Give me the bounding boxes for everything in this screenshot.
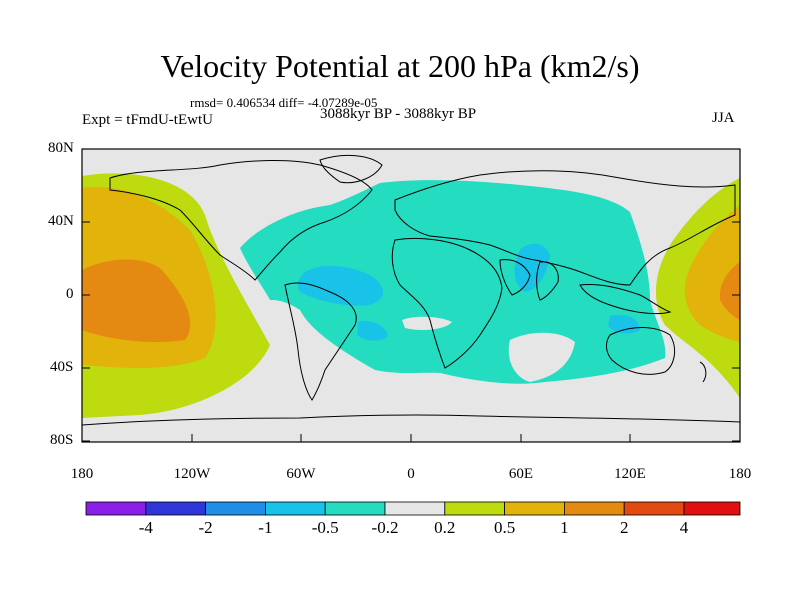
anomaly-cyan-2: [357, 320, 388, 341]
lat-label-0: 0: [66, 286, 74, 302]
lon-label-120w: 120W: [173, 466, 211, 482]
experiment-label: Expt = tFmdU-tEwtU: [82, 112, 213, 128]
lon-label-60e: 60E: [508, 466, 534, 482]
colorbar-label: 4: [679, 518, 689, 537]
colorbar-box-6: [384, 501, 446, 516]
colorbar-box-11: [683, 501, 741, 516]
colorbar-label: 1: [560, 518, 569, 537]
lon-label-180e: 180: [728, 466, 752, 482]
colorbar-box-5: [324, 501, 386, 516]
colorbar-box-8: [504, 501, 565, 516]
colorbar-box-10: [623, 501, 685, 516]
lon-label-60w: 60W: [286, 466, 316, 482]
colorbar-box-9: [564, 501, 625, 516]
lat-label-40n: 40N: [48, 213, 74, 229]
anomaly-cyan-1: [297, 265, 384, 306]
colorbar-label: 2: [619, 518, 629, 537]
map-title: Velocity Potential at 200 hPa (km2/s): [160, 48, 640, 84]
lat-label-80n: 80N: [48, 140, 74, 156]
anomaly-teal: [240, 180, 666, 384]
colorbar-label: -0.2: [371, 518, 399, 537]
colorbar-box-2: [145, 501, 207, 516]
lon-label-0: 0: [407, 466, 415, 482]
lat-label-80s: 80S: [50, 432, 74, 448]
anomaly-cyan-4: [608, 314, 640, 334]
colorbar-label: -1: [258, 518, 273, 537]
anomaly-cyan-3: [514, 243, 550, 292]
colorbar-box-4: [264, 501, 326, 516]
lon-label-120e: 120E: [614, 466, 646, 482]
colorbar-box-7: [444, 501, 505, 516]
stats-text: rmsd= 0.406534 diff= -4.07289e-05: [190, 95, 378, 110]
colorbar-label: 0.5: [493, 518, 516, 537]
colorbar-label: -4: [138, 518, 153, 537]
colorbar-box-1: [85, 501, 147, 516]
colorbar: [85, 501, 741, 516]
anomaly-hole-1: [402, 316, 452, 330]
map-field: [82, 149, 740, 442]
lat-label-40s: 40S: [50, 359, 74, 375]
colorbar-label: 0.2: [434, 518, 456, 537]
period-label: 3088kyr BP - 3088kyr BP: [320, 106, 477, 122]
anomaly-hole-2: [508, 332, 575, 382]
axis-ticks: [81, 148, 741, 442]
colorbar-label: -2: [198, 518, 213, 537]
season-label: JJA: [712, 110, 735, 126]
anomaly-orange-east: [719, 262, 740, 320]
colorbar-label: -0.5: [311, 518, 339, 537]
coastlines: [82, 155, 740, 426]
anomaly-orange-west: [82, 259, 191, 342]
lon-label-180w: 180: [70, 466, 94, 482]
colorbar-box-3: [205, 501, 266, 516]
